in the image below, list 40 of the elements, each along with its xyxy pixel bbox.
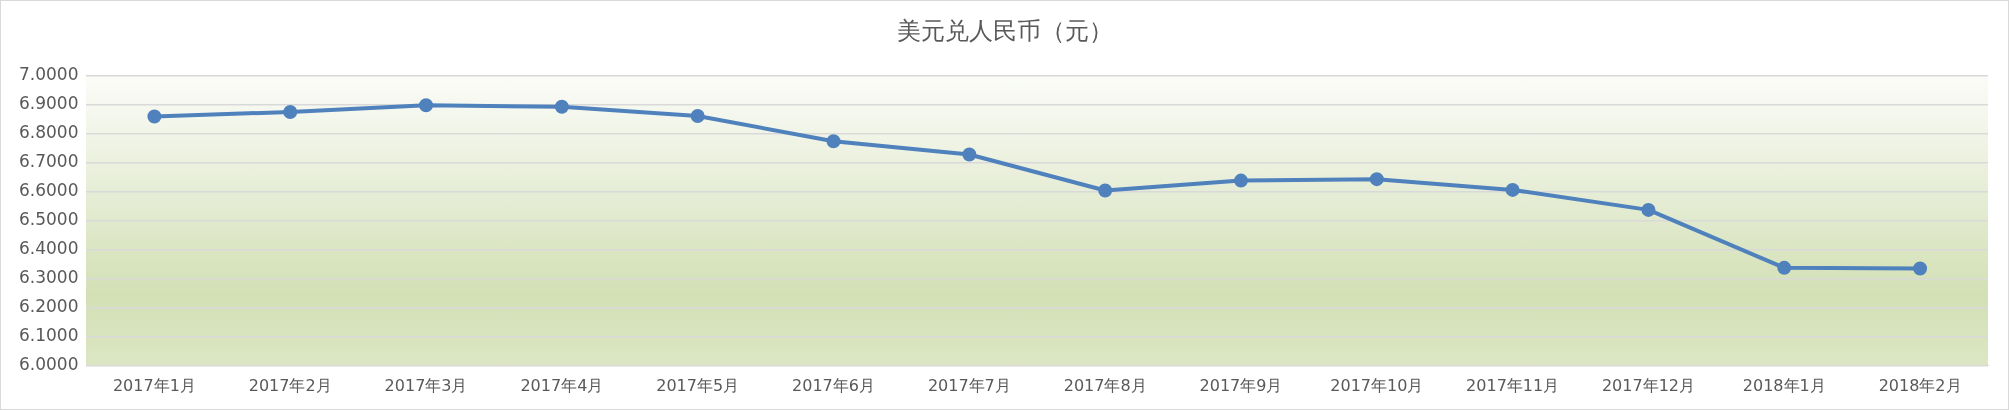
- x-tick-label: 2017年12月: [1601, 375, 1695, 395]
- x-tick-label: 2017年4月: [520, 375, 604, 395]
- point: [554, 99, 569, 114]
- x-tick-label: 2017年9月: [1199, 375, 1283, 395]
- point: [1369, 172, 1384, 187]
- point: [962, 147, 977, 162]
- y-tick-label: 6.1000: [19, 325, 79, 346]
- y-tick-label: 6.4000: [19, 238, 79, 259]
- x-tick-label: 2017年1月: [112, 375, 196, 395]
- y-tick-label: 6.9000: [19, 93, 79, 114]
- x-tick-label: 2017年6月: [792, 375, 875, 395]
- point: [690, 108, 705, 123]
- point: [1641, 202, 1656, 217]
- point: [1098, 183, 1113, 198]
- y-tick-label: 6.3000: [19, 267, 79, 288]
- x-tick-label: 2017年2月: [248, 375, 332, 395]
- y-tick-label: 6.7000: [19, 151, 79, 172]
- chart-title: 美元兑人民币（元）: [895, 16, 1114, 47]
- x-tick-label: 2017年5月: [656, 375, 740, 395]
- point: [826, 134, 841, 149]
- y-tick-label: 6.5000: [19, 209, 79, 230]
- y-tick-label: 6.6000: [19, 180, 79, 201]
- point: [1505, 182, 1520, 197]
- x-tick-label: 2017年3月: [384, 375, 468, 395]
- point: [147, 109, 162, 124]
- x-tick-label: 2018年2月: [1878, 375, 1962, 395]
- x-tick-label: 2018年1月: [1742, 375, 1826, 395]
- point: [1777, 260, 1792, 275]
- x-tick-label: 2017年10月: [1330, 375, 1424, 395]
- y-tick-label: 6.8000: [19, 122, 79, 143]
- x-tick-label: 2017年7月: [927, 375, 1011, 395]
- y-tick-label: 6.0000: [19, 354, 79, 375]
- point: [419, 98, 434, 113]
- point: [283, 104, 298, 119]
- point: [1233, 173, 1248, 188]
- x-tick-label: 2017年8月: [1063, 375, 1147, 395]
- x-tick-label: 2017年11月: [1466, 375, 1560, 395]
- y-tick-label: 6.2000: [19, 296, 79, 317]
- y-tick-label: 7.0000: [19, 64, 79, 85]
- point: [1913, 261, 1928, 276]
